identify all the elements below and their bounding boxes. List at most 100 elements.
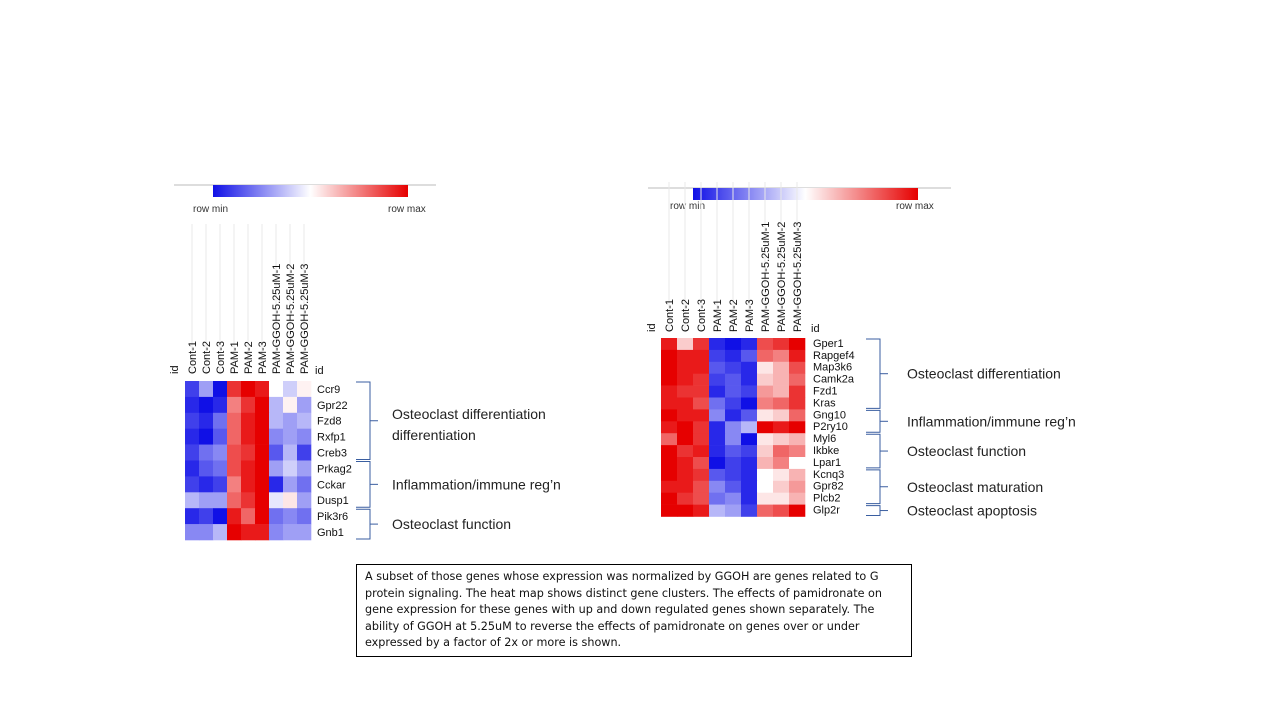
heatmap-cell: [199, 428, 214, 445]
row-label: P2ry10: [813, 421, 848, 433]
heatmap-cell: [741, 421, 758, 434]
heatmap-cell: [677, 492, 694, 505]
heatmap-cell: [709, 409, 726, 422]
heatmap-cell: [789, 361, 806, 374]
heatmap-cell: [773, 373, 790, 386]
heatmap-cell: [241, 412, 256, 429]
heatmap-cell: [757, 457, 774, 470]
heatmap-cell: [741, 504, 758, 517]
heatmap-cell: [283, 381, 298, 398]
column-label: PAM-3: [257, 341, 269, 374]
heatmap-cell: [725, 409, 742, 422]
heatmap-cell: [693, 361, 710, 374]
heatmap-cell: [661, 492, 678, 505]
heatmap-cell: [241, 524, 256, 541]
heatmap-cell: [789, 433, 806, 446]
column-label: PAM-1: [712, 299, 724, 332]
heatmap-cell: [693, 492, 710, 505]
column-label: PAM-GGOH-5.25uM-2: [776, 222, 788, 332]
heatmap-cell: [693, 468, 710, 482]
heatmap-cell: [227, 508, 242, 525]
column-label: Cont-2: [680, 299, 692, 332]
cluster-label: Osteoclast function: [392, 516, 511, 532]
color-scale-bar: [213, 185, 408, 197]
heatmap-cell: [709, 492, 726, 505]
row-label: Myl6: [813, 433, 836, 445]
heatmap-cell: [677, 361, 694, 374]
heatmap-cell: [227, 444, 242, 461]
row-label: Lpar1: [813, 457, 841, 469]
column-label: Cont-1: [187, 341, 199, 374]
heatmap-cell: [185, 476, 200, 493]
column-label: PAM-GGOH-5.25uM-1: [760, 222, 772, 332]
heatmap-cell: [725, 361, 742, 374]
heatmap-cell: [789, 409, 806, 422]
heatmap-cell: [693, 397, 710, 410]
heatmap-cell: [227, 460, 242, 477]
heatmap-cell: [725, 338, 742, 351]
id-column-label: id: [646, 323, 658, 332]
heatmap-cell: [741, 492, 758, 505]
heatmap-cell: [213, 460, 228, 477]
heatmap-cell: [185, 381, 200, 398]
heatmap-right: row min row max id id Cont-1 Cont-2 Cont-3 PAM-…: [646, 182, 1076, 519]
row-label: Gpr22: [317, 400, 348, 412]
heatmap-cell: [661, 504, 678, 517]
row-label: Cckar: [317, 479, 346, 491]
heatmap-cell: [725, 421, 742, 434]
heatmap-cell: [661, 349, 678, 363]
heatmap-cell: [677, 349, 694, 363]
row-label: Prkag2: [317, 463, 352, 475]
heatmap-cell: [773, 480, 790, 493]
heatmap-cell: [693, 373, 710, 386]
row-label: Gng10: [813, 409, 846, 421]
column-label: Cont-3: [696, 299, 708, 332]
heatmap-cell: [227, 492, 242, 509]
heatmap-cell: [709, 397, 726, 410]
heatmap-cell: [677, 445, 694, 458]
heatmap-cell: [213, 412, 228, 429]
heatmap-cell: [773, 409, 790, 422]
heatmap-cell: [693, 349, 710, 363]
heatmap-cell: [661, 421, 678, 434]
heatmap-cell: [241, 508, 256, 525]
heatmap-cell: [677, 373, 694, 386]
cluster-label-continued: differentiation: [392, 427, 476, 443]
column-label: PAM-3: [744, 299, 756, 332]
heatmap-cell: [661, 433, 678, 446]
cluster-bracket: [866, 433, 881, 469]
heatmap-cell: [241, 476, 256, 493]
heatmap-cell: [297, 460, 312, 477]
heatmap-cell: [725, 433, 742, 446]
heatmap-cell: [283, 476, 298, 493]
heatmap-cell: [269, 396, 284, 414]
heatmap-cell: [725, 480, 742, 493]
heatmap-cell: [773, 492, 790, 505]
heatmap-cell: [227, 381, 242, 398]
heatmap-cell: [725, 397, 742, 410]
heatmap-cell: [661, 468, 678, 482]
scale-min-label: row min: [193, 204, 228, 215]
heatmap-cell: [297, 412, 312, 429]
heatmap-cell: [677, 480, 694, 493]
row-label: Glp2r: [813, 505, 840, 517]
heatmap-cell: [185, 508, 200, 525]
heatmap-cell: [693, 385, 710, 398]
heatmap-cell: [741, 468, 758, 482]
id-row-label: id: [811, 323, 820, 335]
heatmap-cell: [709, 385, 726, 398]
heatmap-cell: [725, 468, 742, 482]
row-label: Fzd1: [813, 386, 837, 398]
column-label: Cont-2: [201, 341, 213, 374]
heatmap-cell: [757, 492, 774, 505]
heatmap-cell: [661, 445, 678, 458]
row-label: Ccr9: [317, 384, 340, 396]
heatmap-cell: [709, 433, 726, 446]
heatmap-cell: [709, 349, 726, 363]
heatmap-cell: [773, 504, 790, 517]
heatmap-cell: [199, 412, 214, 429]
heatmap-cell: [677, 433, 694, 446]
heatmap-cell: [241, 396, 256, 414]
heatmap-cell: [283, 428, 298, 445]
